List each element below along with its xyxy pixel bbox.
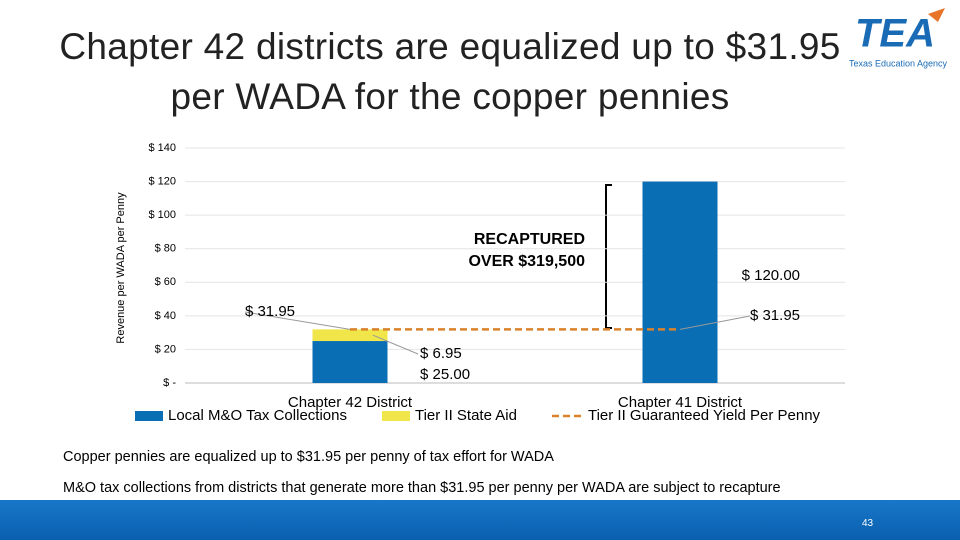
page-number: 43 <box>862 518 874 529</box>
y-tick-label: $ 100 <box>148 209 176 221</box>
legend-label: Local M&O Tax Collections <box>168 407 347 424</box>
value-label: $ 31.95 <box>750 307 800 324</box>
legend-label: Tier II Guaranteed Yield Per Penny <box>588 407 821 424</box>
y-axis-label: Revenue per WADA per Penny <box>115 192 127 344</box>
bar <box>642 181 718 383</box>
y-tick-label: $ 20 <box>155 343 176 355</box>
slide-title: Chapter 42 districts are equalized up to… <box>59 26 841 117</box>
y-tick-label: $ 140 <box>148 142 176 154</box>
value-label: $ 31.95 <box>245 303 295 320</box>
leader-line <box>679 315 751 330</box>
value-label: $ 25.00 <box>420 366 470 383</box>
logo-mark <box>928 8 945 22</box>
bracket <box>605 184 612 329</box>
y-tick-label: $ - <box>163 377 176 389</box>
y-tick-label: $ 120 <box>148 175 176 187</box>
value-label: $ 120.00 <box>742 267 800 284</box>
x-tick-label: Chapter 41 District <box>618 394 743 411</box>
legend-swatch <box>135 411 163 421</box>
leader-line <box>244 311 351 330</box>
y-tick-label: $ 40 <box>155 310 176 322</box>
logo-subtitle: Texas Education Agency <box>849 58 948 68</box>
bar <box>312 329 388 342</box>
y-tick-label: $ 60 <box>155 276 176 288</box>
bar <box>312 341 388 383</box>
note: M&O tax collections from districts that … <box>63 480 781 496</box>
x-tick-label: Chapter 42 District <box>288 394 413 411</box>
annotation: RECAPTURED OVER $319,500 <box>468 231 585 270</box>
logo: TEA <box>855 12 935 56</box>
legend-swatch <box>381 411 410 421</box>
note: Copper pennies are equalized up to $31.9… <box>63 449 554 465</box>
leader-line <box>372 334 419 355</box>
legend-label: Tier II State Aid <box>415 407 517 424</box>
footer-band <box>0 500 960 540</box>
value-label: $ 6.95 <box>420 345 462 362</box>
y-tick-label: $ 80 <box>155 243 176 255</box>
